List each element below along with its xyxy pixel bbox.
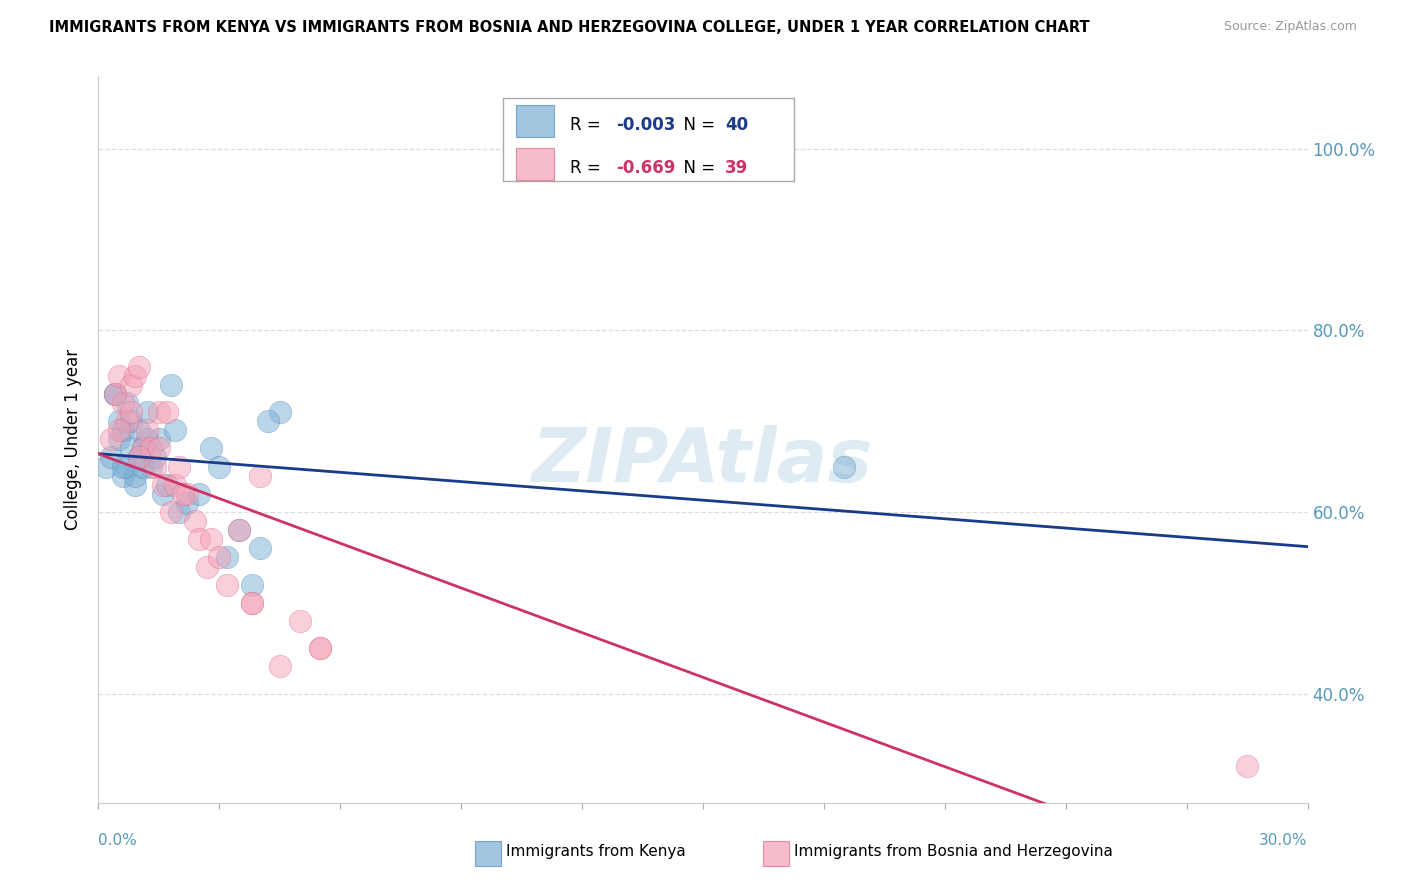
- Point: [148, 405, 170, 419]
- Point: [135, 405, 157, 419]
- Point: [107, 432, 129, 446]
- Point: [176, 487, 198, 501]
- Point: [217, 578, 239, 592]
- Point: [135, 423, 157, 437]
- Point: [163, 423, 186, 437]
- Text: -0.669: -0.669: [616, 159, 675, 178]
- Point: [1236, 759, 1258, 773]
- Point: [160, 377, 183, 392]
- Point: [256, 414, 278, 428]
- Point: [135, 432, 157, 446]
- Point: [200, 442, 222, 456]
- Point: [143, 450, 166, 465]
- Point: [832, 459, 855, 474]
- Point: [115, 396, 138, 410]
- Point: [269, 405, 291, 419]
- Point: [152, 477, 174, 491]
- Point: [188, 487, 211, 501]
- Point: [115, 459, 138, 474]
- FancyBboxPatch shape: [516, 105, 554, 136]
- Point: [139, 442, 162, 456]
- Point: [128, 450, 150, 465]
- Text: 40: 40: [724, 116, 748, 135]
- Point: [111, 396, 134, 410]
- Point: [111, 423, 134, 437]
- Point: [228, 523, 250, 537]
- Point: [124, 468, 146, 483]
- Point: [163, 477, 186, 491]
- Text: N =: N =: [673, 159, 720, 178]
- Point: [115, 414, 138, 428]
- Point: [143, 459, 166, 474]
- Text: -0.003: -0.003: [616, 116, 675, 135]
- Point: [240, 596, 263, 610]
- Text: IMMIGRANTS FROM KENYA VS IMMIGRANTS FROM BOSNIA AND HERZEGOVINA COLLEGE, UNDER 1: IMMIGRANTS FROM KENYA VS IMMIGRANTS FROM…: [49, 20, 1090, 35]
- Point: [128, 450, 150, 465]
- Point: [128, 423, 150, 437]
- Point: [111, 468, 134, 483]
- Point: [107, 368, 129, 383]
- Point: [139, 459, 162, 474]
- Point: [160, 505, 183, 519]
- Point: [120, 377, 142, 392]
- Text: Immigrants from Kenya: Immigrants from Kenya: [506, 845, 686, 859]
- Point: [208, 459, 231, 474]
- Point: [167, 505, 190, 519]
- Text: ZIPAtlas: ZIPAtlas: [533, 425, 873, 498]
- Point: [249, 468, 271, 483]
- Point: [208, 550, 231, 565]
- Point: [200, 533, 222, 547]
- Point: [111, 459, 134, 474]
- Text: R =: R =: [569, 159, 606, 178]
- Point: [156, 405, 179, 419]
- Point: [103, 387, 125, 401]
- Point: [132, 442, 155, 456]
- Point: [100, 432, 122, 446]
- Point: [176, 496, 198, 510]
- Point: [100, 450, 122, 465]
- Point: [309, 641, 332, 656]
- Point: [148, 442, 170, 456]
- Point: [188, 533, 211, 547]
- FancyBboxPatch shape: [503, 97, 793, 181]
- Point: [132, 442, 155, 456]
- Point: [120, 414, 142, 428]
- Point: [152, 487, 174, 501]
- Point: [103, 387, 125, 401]
- Point: [240, 596, 263, 610]
- Point: [124, 477, 146, 491]
- Point: [195, 559, 218, 574]
- Point: [240, 578, 263, 592]
- Point: [120, 405, 142, 419]
- FancyBboxPatch shape: [516, 148, 554, 180]
- Point: [288, 614, 311, 628]
- Point: [172, 487, 194, 501]
- Text: R =: R =: [569, 116, 606, 135]
- Text: 39: 39: [724, 159, 748, 178]
- Point: [269, 659, 291, 673]
- Point: [309, 641, 332, 656]
- Point: [148, 432, 170, 446]
- Point: [228, 523, 250, 537]
- Point: [128, 359, 150, 374]
- Point: [107, 414, 129, 428]
- Text: 30.0%: 30.0%: [1260, 833, 1308, 848]
- Text: Source: ZipAtlas.com: Source: ZipAtlas.com: [1223, 20, 1357, 33]
- Point: [96, 459, 118, 474]
- Point: [217, 550, 239, 565]
- Point: [156, 477, 179, 491]
- Point: [107, 423, 129, 437]
- Point: [167, 459, 190, 474]
- Point: [120, 442, 142, 456]
- Point: [103, 387, 125, 401]
- Text: N =: N =: [673, 116, 720, 135]
- Text: Immigrants from Bosnia and Herzegovina: Immigrants from Bosnia and Herzegovina: [794, 845, 1114, 859]
- Point: [184, 514, 207, 528]
- Point: [132, 459, 155, 474]
- Text: 0.0%: 0.0%: [98, 833, 138, 848]
- Y-axis label: College, Under 1 year: College, Under 1 year: [65, 349, 83, 530]
- Point: [249, 541, 271, 556]
- Point: [124, 368, 146, 383]
